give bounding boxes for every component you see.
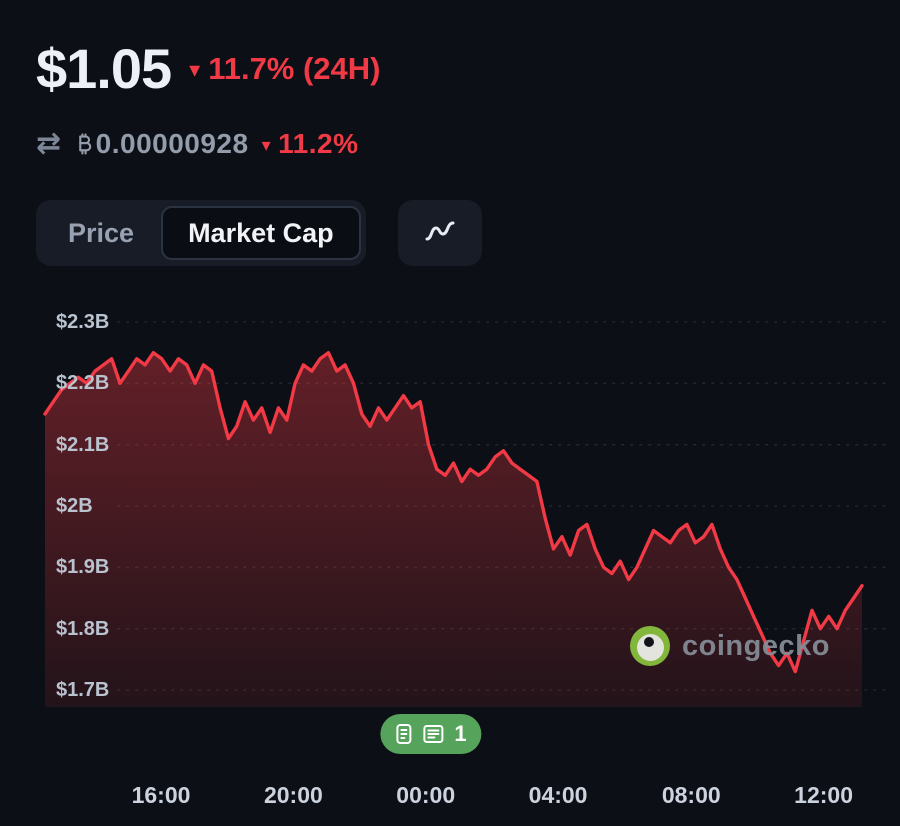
scroll-icon: [395, 723, 412, 745]
x-axis-label: 12:00: [794, 782, 854, 808]
price-value: $1.05: [36, 37, 172, 100]
btc-amount: 0.00000928: [95, 128, 249, 159]
coingecko-logo-icon: [630, 626, 670, 666]
down-arrow-icon: ▾: [261, 135, 272, 155]
x-axis-label: 08:00: [661, 782, 721, 808]
tab-price[interactable]: Price: [41, 206, 161, 260]
x-axis: 16:00 20:00 00:00 04:00 08:00 12:00: [0, 782, 900, 812]
btc-conversion-row: ⇄ 0.00000928 ▾ 11.2%: [36, 128, 358, 160]
y-axis-label: $1.8B: [56, 617, 110, 640]
watermark-text: coingecko: [682, 629, 830, 662]
tab-market-cap[interactable]: Market Cap: [161, 206, 361, 260]
y-axis-label: $2.1B: [56, 433, 110, 456]
events-count: 1: [454, 721, 467, 746]
newspaper-icon: [422, 724, 444, 744]
price-change-text: 11.7% (24H): [208, 50, 381, 86]
chart-canvas[interactable]: [0, 298, 900, 712]
btc-change: ▾ 11.2%: [262, 128, 359, 160]
swap-currency-icon[interactable]: ⇄: [36, 127, 62, 160]
btc-change-text: 11.2%: [278, 128, 359, 159]
down-arrow-icon: ▾: [189, 56, 201, 82]
y-axis-label: $2.2B: [56, 372, 110, 395]
chart-controls: Price Market Cap: [36, 200, 482, 266]
btc-value: 0.00000928: [75, 128, 249, 160]
market-cap-chart[interactable]: $2.3B $2.2B $2.1B $2B $1.9B $1.8B $1.7B coinge…: [0, 298, 900, 712]
chart-style-button[interactable]: [397, 200, 482, 266]
bitcoin-symbol-icon: [75, 131, 94, 157]
price-marketcap-toggle: Price Market Cap: [36, 200, 366, 266]
events-badge[interactable]: 1: [380, 714, 482, 754]
x-axis-label: 00:00: [396, 782, 456, 808]
price-change-24h: ▾ 11.7% (24H): [189, 51, 380, 87]
line-chart-icon: [422, 214, 458, 253]
y-axis-label: $1.7B: [56, 679, 110, 701]
y-axis-label: $2B: [56, 495, 93, 517]
y-axis-label: $1.9B: [56, 556, 110, 579]
price-header: $1.05 ▾ 11.7% (24H): [36, 36, 381, 101]
x-axis-label: 20:00: [263, 782, 323, 808]
x-axis-label: 04:00: [528, 782, 588, 808]
coingecko-watermark: coingecko: [630, 626, 830, 666]
x-axis-label: 16:00: [131, 782, 191, 808]
y-axis-label: $2.3B: [56, 311, 110, 333]
